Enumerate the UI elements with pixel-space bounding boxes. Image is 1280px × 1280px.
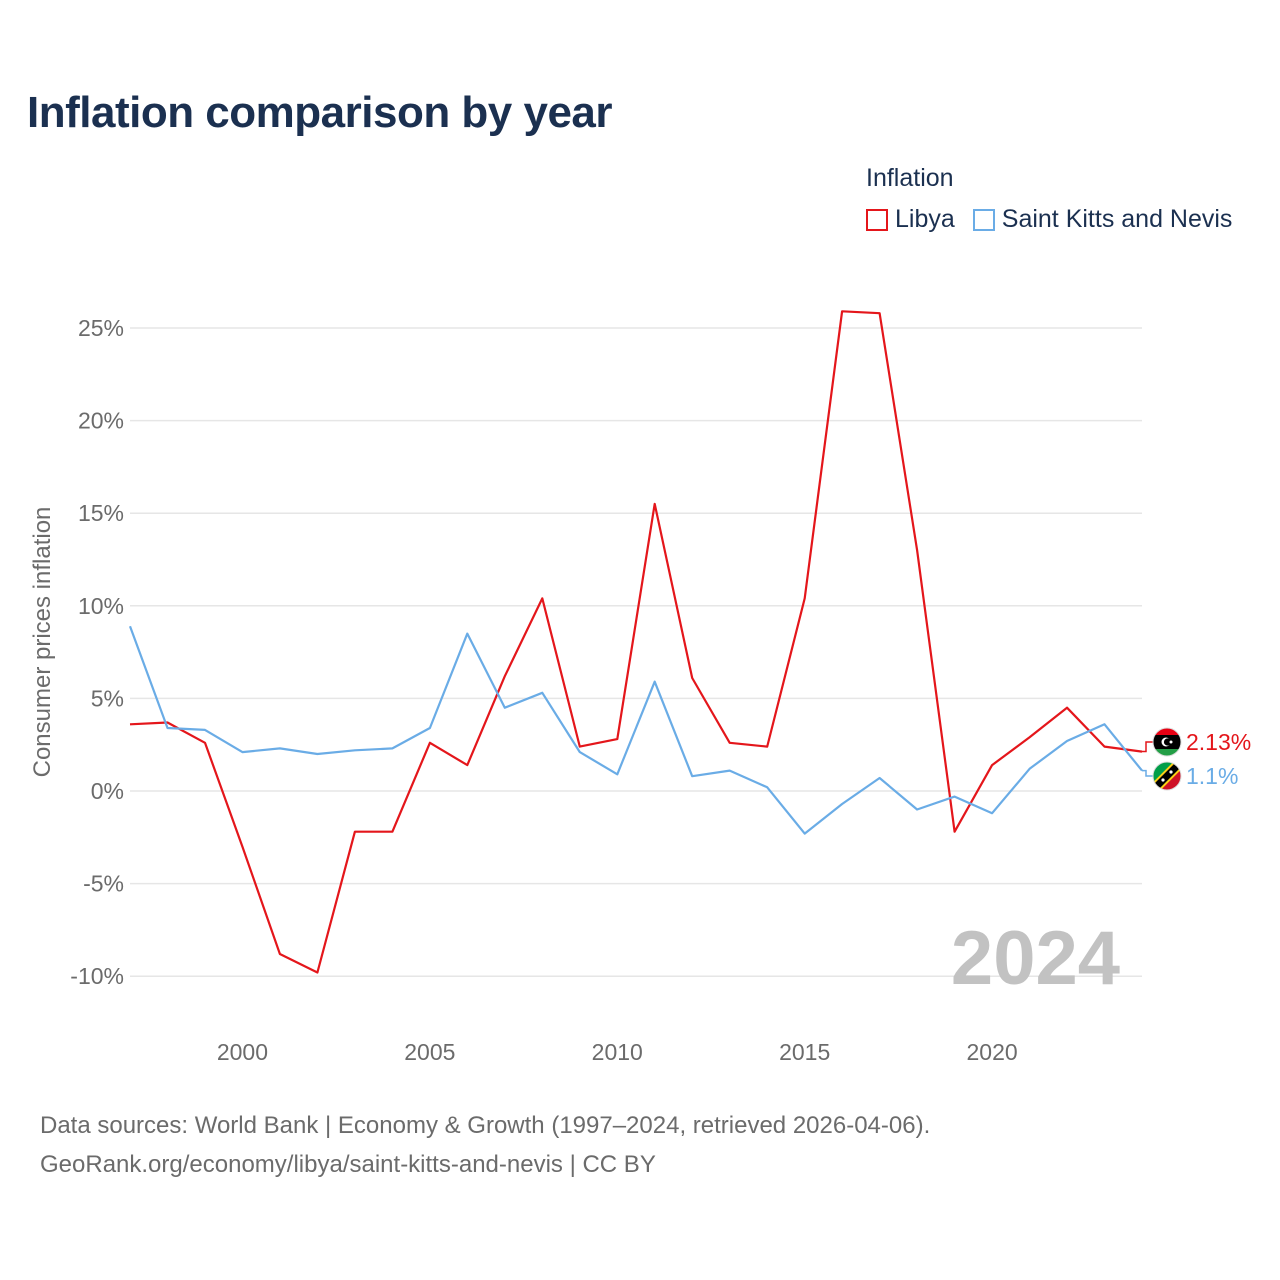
footer: Data sources: World Bank | Economy & Gro… — [40, 1106, 930, 1184]
saint-kitts-and-nevis-flag-icon — [1152, 761, 1182, 791]
end-value-label: 2.13% — [1186, 729, 1251, 755]
x-tick-label: 2010 — [592, 1039, 643, 1065]
x-tick-label: 2020 — [966, 1039, 1017, 1065]
end-connector — [1142, 741, 1153, 753]
legend-swatch-libya — [866, 208, 888, 231]
y-tick-label: 15% — [78, 500, 124, 526]
end-connector — [1142, 769, 1153, 777]
legend-label-libya: Libya — [895, 205, 955, 233]
y-tick-label: -5% — [83, 871, 124, 897]
y-tick-label: 5% — [91, 685, 124, 711]
y-tick-label: 0% — [91, 778, 124, 804]
y-tick-label: -10% — [70, 963, 124, 989]
y-tick-label: 20% — [78, 408, 124, 434]
chart-title: Inflation comparison by year — [27, 88, 613, 137]
y-tick-label: 25% — [78, 315, 124, 341]
year-watermark: 2024 — [951, 916, 1120, 1001]
line-chart: 2024 -10% -5% 0% 5% 10% 15% 20% 25% 2000 2005 201… — [29, 310, 1251, 1065]
series-line-saint-kitts-and-nevis[interactable] — [128, 625, 1143, 835]
legend-label-saint-kitts-and-nevis: Saint Kitts and Nevis — [1001, 205, 1233, 233]
x-tick-label: 2000 — [217, 1039, 268, 1065]
legend-swatch-saint-kitts-and-nevis — [972, 208, 995, 231]
legend: Libya Saint Kitts and Nevis — [866, 205, 1250, 234]
y-axis-label: Consumer prices inflation — [29, 507, 56, 778]
footer-link[interactable]: GeoRank.org/economy/libya/saint-kitts-an… — [40, 1151, 656, 1178]
legend-title: Inflation — [866, 164, 954, 192]
libya-flag-icon — [1152, 727, 1182, 757]
footer-sources: Data sources: World Bank | Economy & Gro… — [40, 1112, 931, 1139]
legend-item-saint-kitts-and-nevis[interactable]: Saint Kitts and Nevis — [972, 205, 1233, 234]
x-tick-label: 2015 — [779, 1039, 830, 1065]
legend-item-libya[interactable]: Libya — [866, 205, 955, 234]
series-line-libya[interactable] — [129, 310, 1143, 974]
y-tick-label: 10% — [78, 593, 124, 619]
end-value-label: 1.1% — [1186, 763, 1238, 789]
x-tick-label: 2005 — [404, 1039, 455, 1065]
